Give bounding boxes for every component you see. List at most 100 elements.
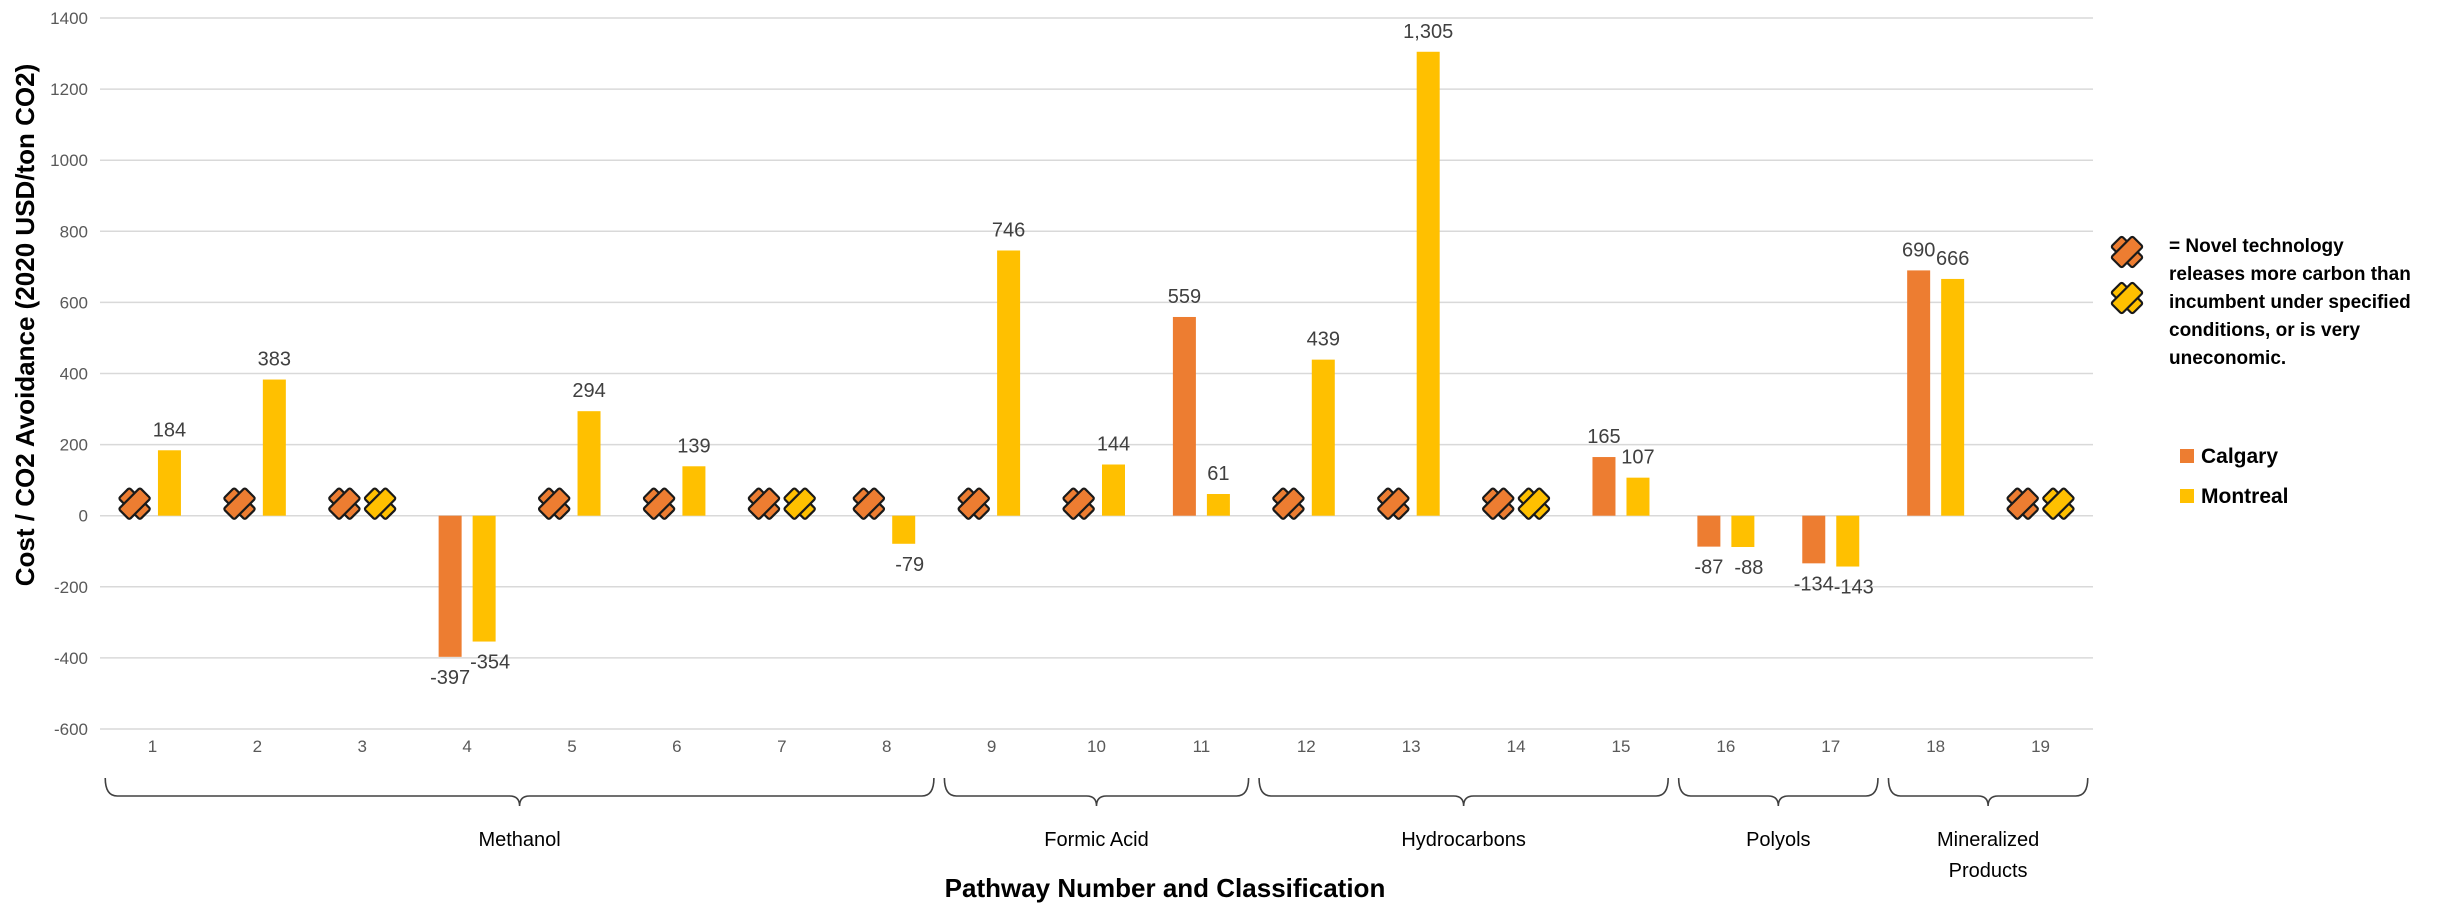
legend: Calgary Montreal: [2180, 445, 2289, 508]
marker-note-line: releases more carbon than: [2169, 264, 2411, 285]
x-tick-label: 1: [148, 737, 157, 756]
group-label: Formic Acid: [1044, 829, 1148, 851]
legend-x-marker-calgary-icon: [2110, 235, 2144, 269]
bar-montreal-9: [997, 250, 1021, 516]
marker-note: = Novel technology releases more carbon t…: [2110, 235, 2411, 369]
bar-montreal-17: [1836, 515, 1860, 567]
y-tick-label: -600: [54, 720, 88, 739]
x-marker-icon: [957, 487, 990, 520]
x-tick-label: 18: [1926, 737, 1945, 756]
data-label-calgary-17: -134: [1794, 573, 1834, 595]
x-marker-icon: [1272, 487, 1305, 520]
legend-label-calgary: Calgary: [2201, 445, 2278, 468]
y-tick-label: 0: [79, 507, 88, 526]
marker-note-line: uneconomic.: [2169, 348, 2286, 369]
x-tick-label: 8: [882, 737, 891, 756]
bar-calgary-4: [438, 515, 462, 657]
bar-montreal-1: [157, 450, 181, 516]
data-label-montreal-8: -79: [895, 554, 924, 576]
x-markers: [118, 487, 2075, 520]
group-brace: [943, 777, 1250, 807]
data-label-montreal-17: -143: [1834, 577, 1874, 599]
x-tick-label: 11: [1193, 737, 1211, 756]
x-marker-icon: [1377, 487, 1410, 520]
x-marker-icon: [223, 487, 256, 520]
legend-swatch-montreal: [2180, 489, 2194, 503]
data-label-montreal-1: 184: [153, 419, 186, 441]
data-label-montreal-5: 294: [572, 380, 605, 402]
data-label-montreal-10: 144: [1097, 434, 1130, 456]
x-marker-icon: [2006, 487, 2039, 520]
bar-montreal-12: [1311, 359, 1335, 516]
group-brace: [1887, 777, 2089, 807]
x-marker-icon: [852, 487, 886, 520]
data-label-montreal-4: -354: [470, 652, 510, 674]
data-label-montreal-12: 439: [1307, 329, 1340, 351]
y-tick-label: -200: [54, 578, 88, 597]
data-label-montreal-11: 61: [1207, 463, 1229, 485]
data-label-calgary-15: 165: [1587, 426, 1620, 448]
x-axis-title: Pathway Number and Classification: [945, 873, 1386, 903]
y-axis-title: Cost / CO2 Avoidance (2020 USD/ton CO2): [10, 64, 40, 587]
data-label-montreal-15: 107: [1621, 447, 1654, 469]
data-label-calgary-11: 559: [1168, 286, 1201, 308]
marker-note-line: = Novel technology: [2169, 236, 2344, 257]
group-brace: [1258, 777, 1669, 807]
bar-montreal-10: [1102, 464, 1125, 516]
x-tick-label: 19: [2031, 737, 2050, 756]
data-label-calgary-18: 690: [1902, 239, 1935, 261]
data-label-montreal-6: 139: [677, 435, 710, 457]
y-tick-label: 1200: [50, 80, 88, 99]
x-marker-icon: [537, 487, 571, 520]
y-tick-label: -400: [54, 649, 88, 668]
data-label-calgary-4: -397: [430, 667, 470, 689]
bar-montreal-15: [1626, 477, 1650, 516]
group-brackets: Methanol Formic Acid Hydrocarbons Polyols Mi…: [104, 777, 2089, 882]
x-marker-icon: [1062, 487, 1095, 520]
data-labels: -397 559 165 -87 -134 690 184 383 -354 294 139 -79 7…: [153, 21, 1970, 689]
group-label: Polyols: [1746, 829, 1810, 851]
x-marker-icon: [328, 487, 361, 520]
y-tick-label: 1000: [50, 151, 88, 170]
bar-montreal-13: [1416, 51, 1440, 516]
legend-x-marker-montreal-icon: [2110, 281, 2144, 315]
bar-montreal-5: [577, 411, 601, 516]
bar-calgary-11: [1172, 316, 1196, 516]
x-marker-icon: [363, 487, 397, 520]
x-marker-icon: [1482, 487, 1515, 520]
x-tick-label: 15: [1612, 737, 1631, 756]
legend-label-montreal: Montreal: [2201, 485, 2289, 508]
bar-calgary-15: [1592, 457, 1616, 516]
bar-calgary-16: [1697, 515, 1721, 547]
y-tick-label: 600: [60, 293, 88, 312]
data-label-montreal-13: 1,305: [1403, 21, 1453, 43]
bar-calgary-18: [1907, 270, 1931, 516]
data-label-montreal-2: 383: [258, 349, 291, 371]
bar-montreal-6: [682, 466, 706, 516]
data-label-montreal-16: -88: [1734, 557, 1763, 579]
data-label-montreal-9: 746: [992, 219, 1025, 241]
group-brace: [104, 777, 935, 807]
y-tick-label: 200: [60, 436, 88, 455]
bar-montreal-2: [262, 379, 286, 516]
group-label: Methanol: [478, 829, 560, 851]
legend-swatch-calgary: [2180, 449, 2194, 463]
marker-note-line: conditions, or is very: [2169, 320, 2361, 341]
x-tick-label: 5: [567, 737, 576, 756]
gridlines: [100, 17, 2093, 730]
group-brace: [1677, 777, 1879, 807]
x-marker-icon: [118, 487, 151, 520]
y-tick-label: 1400: [50, 9, 88, 28]
x-marker-icon: [747, 487, 781, 520]
group-label: Mineralized: [1937, 829, 2039, 851]
x-tick-label: 9: [987, 737, 996, 756]
bar-montreal-8: [892, 515, 916, 544]
x-tick-label: 2: [253, 737, 262, 756]
x-marker-icon: [642, 487, 676, 520]
x-tick-label: 14: [1507, 737, 1526, 756]
x-tick-label: 10: [1087, 737, 1106, 756]
bar-montreal-18: [1941, 278, 1965, 516]
x-tick-label: 4: [462, 737, 471, 756]
